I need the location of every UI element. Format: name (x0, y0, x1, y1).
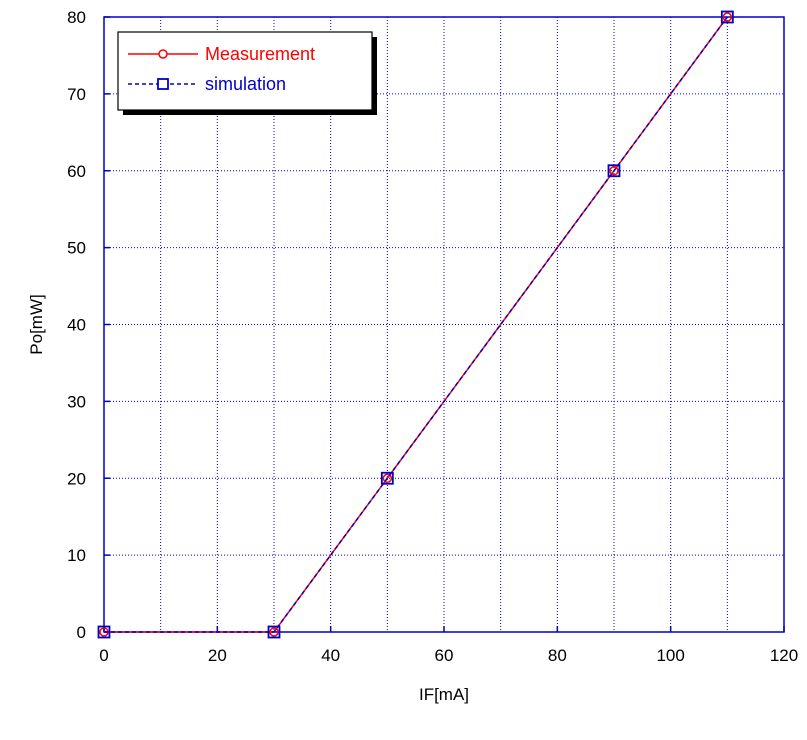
y-tick-label: 70 (67, 85, 86, 104)
data-point-square (380, 471, 394, 485)
data-point-circle (269, 627, 279, 637)
x-tick-label: 120 (770, 646, 798, 665)
data-point-square (267, 625, 281, 639)
x-tick-label: 20 (208, 646, 227, 665)
legend-label: Measurement (205, 44, 315, 64)
y-tick-label: 60 (67, 162, 86, 181)
series-simulation (97, 10, 734, 639)
y-axis-label: Po[mW] (27, 294, 46, 354)
y-tick-label: 20 (67, 469, 86, 488)
data-point-square (97, 625, 111, 639)
data-point-circle (382, 473, 393, 483)
x-axis-label: IF[mA] (419, 685, 469, 704)
y-tick-label: 50 (67, 239, 86, 258)
series-line (104, 16, 728, 633)
y-tick-label: 80 (67, 8, 86, 27)
legend-item: Measurement (128, 44, 315, 64)
legend-box (117, 31, 373, 111)
y-tick-label: 40 (67, 316, 86, 335)
x-tick-label: 60 (435, 646, 454, 665)
y-tick-label: 30 (67, 392, 86, 411)
legend-marker-circle (158, 49, 168, 59)
data-point-circle (609, 166, 619, 176)
y-tick-label: 0 (77, 623, 86, 642)
tick-labels: 0 20 40 60 80 100 120 0 10 20 30 40 50 60 70 80 (67, 8, 798, 665)
data-point-square (720, 10, 734, 24)
grid (104, 17, 784, 632)
legend-label: simulation (205, 74, 286, 94)
x-tick-label: 40 (321, 646, 340, 665)
x-tick-label: 100 (656, 646, 684, 665)
x-tick-label: 0 (99, 646, 108, 665)
x-tick-label: 80 (548, 646, 567, 665)
data-point-circle (722, 12, 733, 22)
series-layer (97, 10, 734, 639)
data-point-square (607, 164, 621, 178)
legend: Measurement simulation (117, 31, 377, 115)
legend-marker-square (157, 78, 169, 90)
y-tick-label: 10 (67, 546, 86, 565)
legend-item: simulation (128, 74, 286, 94)
